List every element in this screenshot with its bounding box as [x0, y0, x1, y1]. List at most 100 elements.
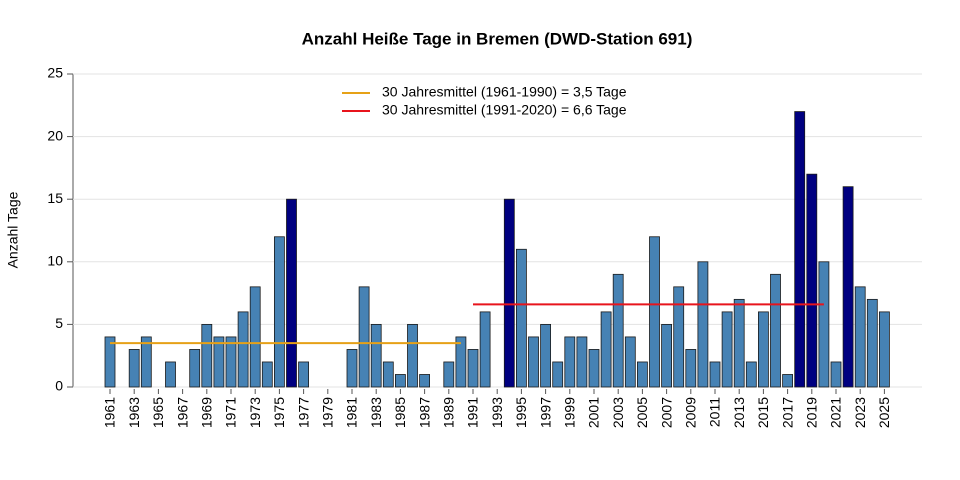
bar: [673, 286, 685, 388]
bar: [624, 336, 636, 388]
bar: [189, 349, 201, 388]
x-tick-label: 2021: [828, 397, 844, 428]
y-tick-label: 10: [47, 253, 63, 269]
legend-label: 30 Jahresmittel (1991-2020) = 6,6 Tage: [382, 102, 627, 118]
x-tick-label: 1987: [416, 397, 432, 428]
x-tick-label: 1975: [271, 397, 287, 428]
bar: [346, 349, 358, 388]
bar: [128, 349, 140, 388]
x-tick-label: 1993: [489, 397, 505, 428]
x-tick-label: 1985: [392, 397, 408, 428]
bar: [140, 336, 152, 388]
bar: [479, 311, 491, 388]
bar: [286, 198, 297, 388]
y-axis-label: Anzahl Tage: [5, 191, 21, 268]
bar: [782, 374, 793, 388]
x-tick-label: 1961: [102, 397, 118, 428]
bar: [419, 374, 431, 388]
bar: [649, 236, 660, 388]
x-tick-label: 2011: [707, 397, 723, 427]
bar: [600, 311, 612, 388]
bar: [564, 336, 576, 388]
bar: [201, 323, 213, 388]
x-tick-label: 2009: [683, 397, 699, 428]
bar: [830, 361, 842, 388]
x-tick-label: 2001: [586, 397, 602, 428]
bar: [516, 248, 527, 388]
x-tick-label: 2017: [779, 397, 795, 428]
x-tick-label: 2025: [876, 397, 892, 428]
x-tick-label: 1977: [295, 397, 311, 428]
bar: [770, 273, 781, 388]
legend-label: 30 Jahresmittel (1961-1990) = 3,5 Tage: [382, 84, 627, 100]
y-tick-label: 25: [47, 65, 63, 81]
bar: [467, 349, 479, 388]
x-tick-label: 2003: [610, 397, 626, 428]
x-tick-label: 1969: [199, 397, 215, 428]
x-tick-label: 1989: [441, 397, 457, 428]
bar: [806, 173, 818, 388]
bar: [237, 311, 249, 388]
x-tick-label: 1973: [247, 397, 263, 428]
y-tick-label: 5: [55, 315, 63, 331]
bar: [588, 349, 600, 388]
bar: [552, 361, 564, 388]
bar: [745, 361, 757, 388]
x-tick-label: 2007: [658, 397, 674, 428]
bar: [503, 198, 515, 388]
x-tick-label: 1979: [320, 397, 336, 428]
x-tick-label: 2015: [755, 397, 771, 428]
bar: [225, 336, 237, 388]
x-tick-label: 2019: [804, 397, 820, 428]
y-tick-label: 20: [47, 127, 63, 143]
bar: [298, 361, 310, 388]
x-tick-label: 1967: [174, 397, 190, 428]
bar: [249, 286, 261, 388]
bar: [370, 323, 382, 388]
y-tick-label: 15: [47, 190, 63, 206]
bar: [443, 361, 455, 388]
x-tick-label: 1999: [562, 397, 578, 428]
chart-title: Anzahl Heiße Tage in Bremen (DWD-Station…: [302, 29, 693, 48]
bar: [758, 311, 769, 388]
bar: [273, 236, 285, 388]
x-tick-label: 1991: [465, 397, 481, 428]
bar: [104, 336, 116, 388]
y-tick-label: 0: [55, 378, 63, 394]
x-tick-label: 1983: [368, 397, 384, 428]
bar: [842, 186, 854, 388]
bar: [879, 311, 890, 388]
bar: [540, 323, 551, 388]
bar: [794, 111, 806, 388]
bar: [685, 349, 697, 388]
x-tick-label: 1971: [223, 397, 239, 428]
x-tick-label: 2023: [852, 397, 868, 428]
bar: [213, 336, 225, 388]
x-tick-label: 1965: [150, 397, 166, 428]
bar: [661, 323, 672, 388]
x-tick-label: 1995: [513, 397, 529, 428]
bar: [866, 298, 878, 388]
bar: [261, 361, 273, 388]
bar: [709, 361, 721, 388]
x-tick-label: 1981: [344, 397, 360, 428]
x-tick-label: 1997: [537, 397, 553, 428]
bar: [637, 361, 648, 388]
bar: [358, 286, 370, 388]
bar: [576, 336, 588, 388]
bar: [721, 311, 733, 388]
bar: [854, 286, 866, 388]
bar: [697, 261, 709, 388]
x-tick-label: 2013: [731, 397, 747, 428]
bar: [818, 261, 830, 388]
x-tick-label: 2005: [634, 397, 650, 428]
bar: [165, 361, 176, 388]
bar: [528, 336, 539, 388]
bar: [455, 336, 467, 388]
bar: [407, 323, 418, 388]
x-tick-label: 1963: [126, 397, 142, 428]
bar: [382, 361, 394, 388]
bar: [612, 273, 624, 388]
bar: [733, 298, 745, 388]
